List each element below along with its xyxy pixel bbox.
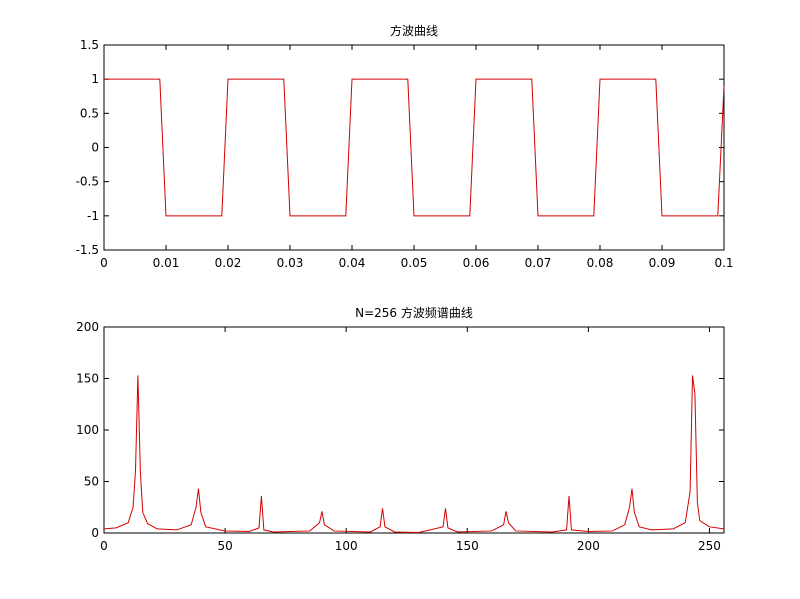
y-tick-label: 150 — [76, 372, 99, 386]
x-tick-label: 0.05 — [401, 256, 428, 270]
y-tick-label: 100 — [76, 423, 99, 437]
x-tick-label: 50 — [217, 539, 232, 553]
x-tick-label: 200 — [577, 539, 600, 553]
x-tick-label: 150 — [456, 539, 479, 553]
chart-title: N=256 方波频谱曲线 — [355, 305, 473, 320]
y-tick-label: -0.5 — [76, 175, 99, 189]
y-tick-label: 200 — [76, 320, 99, 334]
y-tick-label: -1.5 — [76, 243, 99, 257]
x-tick-label: 0 — [100, 256, 108, 270]
y-tick-label: 1.5 — [80, 38, 99, 52]
x-tick-label: 0.08 — [587, 256, 614, 270]
x-tick-label: 0.06 — [463, 256, 490, 270]
x-tick-label: 0.01 — [153, 256, 180, 270]
x-tick-label: 100 — [335, 539, 358, 553]
y-tick-label: 1 — [91, 72, 99, 86]
x-tick-label: 0.02 — [215, 256, 242, 270]
data-line — [103, 375, 725, 533]
x-tick-label: 0.07 — [525, 256, 552, 270]
y-tick-label: 0 — [91, 526, 99, 540]
x-tick-label: 0 — [100, 539, 108, 553]
y-tick-label: 0 — [91, 141, 99, 155]
axes-box — [103, 44, 725, 251]
axes-box — [103, 326, 725, 534]
x-tick-label: 0.04 — [339, 256, 366, 270]
y-tick-label: -1 — [87, 209, 99, 223]
y-tick-label: 0.5 — [80, 106, 99, 120]
chart-title: 方波曲线 — [390, 23, 438, 38]
y-tick-label: 50 — [84, 475, 99, 489]
data-line — [104, 78, 725, 217]
x-tick-label: 0.1 — [714, 256, 733, 270]
x-tick-label: 0.03 — [277, 256, 304, 270]
x-tick-label: 250 — [698, 539, 721, 553]
x-tick-label: 0.09 — [649, 256, 676, 270]
